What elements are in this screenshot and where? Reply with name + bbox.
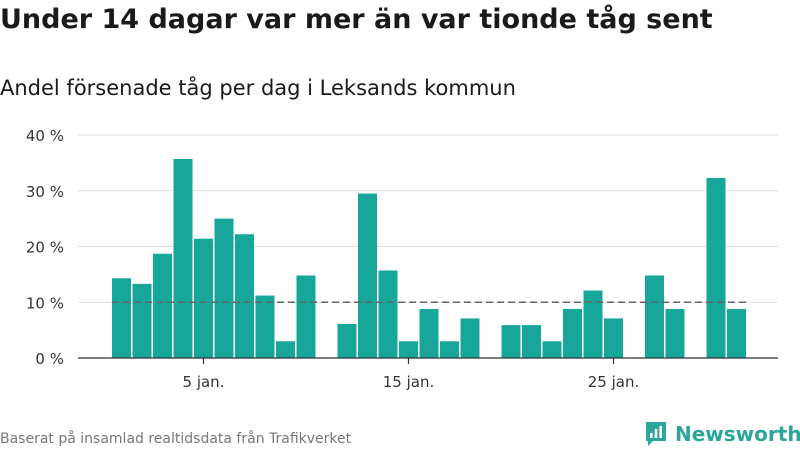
x-tick-label: 15 jan.	[383, 373, 435, 391]
x-tick-label: 25 jan.	[588, 373, 640, 391]
bar-day-15	[399, 341, 418, 358]
bar-day-13	[358, 193, 377, 358]
bar-day-5	[194, 238, 213, 358]
brand-name: Newsworthy	[675, 422, 800, 446]
bar-day-6	[214, 218, 234, 358]
bar-day-27	[645, 275, 664, 358]
bar-day-7	[235, 234, 254, 358]
chart-subtitle: Andel försenade tåg per dag i Leksands k…	[0, 76, 516, 100]
bars	[112, 158, 746, 358]
newsworthy-logo: Newsworthy	[644, 419, 800, 449]
y-tick-label: 30 %	[26, 183, 64, 201]
bar-day-25	[604, 318, 623, 358]
bar-day-21	[522, 325, 541, 358]
bar-day-20	[501, 325, 521, 358]
bar-day-3	[153, 253, 172, 358]
bar-day-17	[440, 341, 459, 358]
bar-day-31	[727, 308, 746, 358]
bar-day-9	[276, 341, 295, 358]
bar-day-12	[337, 323, 357, 358]
bar-day-22	[542, 341, 562, 358]
bar-day-1	[112, 278, 131, 358]
bar-day-10	[296, 275, 316, 358]
y-tick-label: 0 %	[35, 350, 64, 368]
source-note: Baserat på insamlad realtidsdata från Tr…	[0, 431, 352, 447]
bar-day-4	[173, 158, 193, 358]
bar-day-14	[378, 270, 398, 358]
axes: 0 % 10 % 20 % 30 % 40 % 5 jan. 15 jan. 25 jan.	[26, 127, 778, 391]
bar-day-30	[706, 177, 726, 358]
y-tick-label: 40 %	[26, 127, 64, 145]
x-tick-label: 5 jan.	[183, 373, 225, 391]
chart-title: Under 14 dagar var mer än var tionde tåg…	[0, 4, 713, 35]
newsworthy-logo-icon	[646, 422, 666, 446]
bar-day-16	[419, 308, 439, 358]
y-tick-label: 20 %	[26, 239, 64, 257]
bar-day-8	[255, 295, 275, 358]
y-tick-label: 10 %	[26, 294, 64, 312]
bar-day-28	[665, 308, 685, 358]
bar-day-24	[583, 290, 603, 358]
bar-day-18	[460, 318, 480, 358]
bar-day-23	[563, 308, 582, 358]
bar-day-2	[132, 283, 152, 358]
